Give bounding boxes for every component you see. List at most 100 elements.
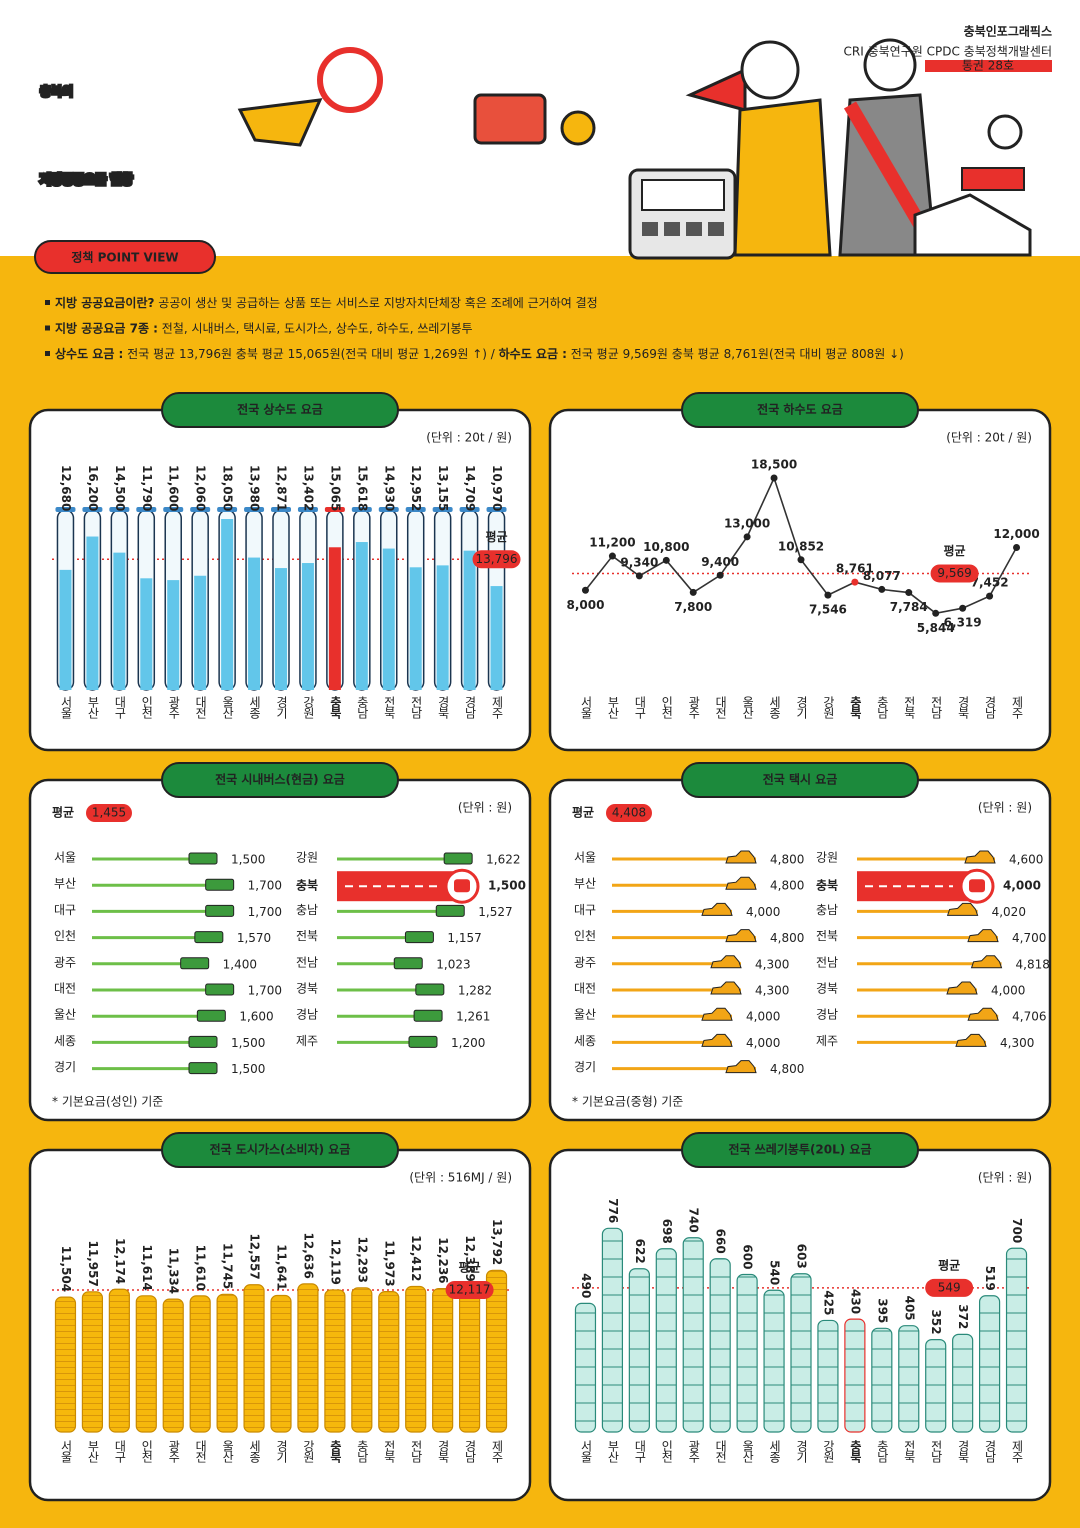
value-label: 12,000 [993, 527, 1039, 541]
bullet [45, 300, 50, 305]
value-label: 519 [983, 1266, 997, 1291]
value-label: 4,300 [755, 957, 789, 971]
tube-cap [82, 507, 103, 512]
value-label: 12,636 [301, 1233, 315, 1279]
category-label: 서울 [54, 851, 76, 865]
value-label: 1,282 [458, 984, 492, 998]
category-label: 인천 [140, 1440, 154, 1463]
bar [216, 1293, 238, 1433]
bar [54, 1296, 77, 1433]
average-pill [472, 550, 521, 569]
panel-title: 전국 하수도 요금 [757, 402, 843, 417]
value-label: 12,871 [275, 465, 289, 511]
average-pill [930, 564, 979, 583]
brand: 충북인포그래픽스 [964, 24, 1052, 39]
tube-cap [55, 507, 76, 512]
bar [898, 1325, 920, 1433]
bar [337, 871, 462, 902]
category-label: 충남 [875, 1440, 889, 1463]
panel-title: 전국 도시가스(소비자) 요금 [210, 1142, 351, 1157]
category-label: 서울 [579, 1440, 593, 1463]
vehicle-icon [710, 955, 742, 969]
category-label: 경북 [956, 696, 970, 719]
category-label: 경기 [275, 1440, 289, 1463]
value-label: 1,700 [248, 879, 282, 893]
point [986, 592, 994, 600]
value-label: 12,680 [59, 465, 73, 511]
category-label: 충북 [816, 878, 838, 893]
value-label: 4,000 [991, 984, 1025, 998]
category-label: 세종 [574, 1034, 596, 1048]
value-label: 16,200 [86, 465, 100, 511]
category-label: 제주 [1010, 1440, 1024, 1463]
point [608, 552, 616, 560]
category-label: 울산 [741, 1440, 755, 1463]
value-label: 1,500 [488, 879, 526, 893]
value-label: 603 [795, 1244, 809, 1269]
category-label: 전남 [816, 955, 838, 969]
tube-cap [324, 507, 345, 512]
bar [682, 1237, 704, 1433]
value-label: 11,790 [140, 465, 154, 511]
bar [978, 1295, 1001, 1433]
bar [108, 1288, 130, 1433]
value-label: 430 [848, 1289, 862, 1314]
vehicle-icon [188, 1062, 218, 1075]
point [932, 609, 940, 617]
value-label: 12,952 [409, 465, 423, 511]
value-label: 1,200 [451, 1036, 485, 1050]
intro-text: 지방 공공요금이란? [55, 295, 154, 310]
bar [355, 542, 368, 690]
category-label: 전북 [816, 929, 838, 943]
tube-cap [271, 507, 291, 512]
value-label: 1,622 [486, 853, 520, 867]
bar [378, 1291, 400, 1433]
category-label: 광주 [167, 1440, 181, 1463]
intro-text: 전철, 시내버스, 택시료, 도시가스, 상수도, 하수도, 쓰레기봉투 [158, 321, 473, 335]
value-label: 8,077 [863, 569, 901, 583]
value-label: 372 [956, 1304, 970, 1329]
category-label: 인천 [660, 1440, 674, 1463]
category-label: 경북 [436, 696, 450, 719]
category-label: 강원 [821, 1440, 835, 1463]
value-label: 4,020 [992, 905, 1026, 919]
point [743, 533, 751, 541]
value-label: 352 [929, 1310, 943, 1335]
vehicle-icon [701, 1007, 733, 1021]
panel-title: 전국 쓰레기봉투(20L) 요금 [728, 1142, 871, 1157]
issue: 통권 28호 [962, 59, 1014, 73]
value-label: 9,400 [701, 555, 739, 569]
vehicle-icon [196, 1009, 226, 1022]
category-label: 전남 [409, 696, 423, 719]
bar [790, 1273, 812, 1433]
intro-text: 하수도 요금 : [499, 346, 567, 361]
bar [189, 1295, 211, 1433]
intro-text: 상수도 요금 : [55, 346, 123, 361]
point [878, 585, 886, 593]
category-label: 인천 [54, 928, 76, 943]
bar [655, 1248, 677, 1433]
bar [736, 1273, 758, 1433]
point [716, 571, 724, 579]
panel-title: 전국 시내버스(현금) 요금 [215, 772, 345, 787]
bar [135, 1295, 157, 1433]
category-label: 충북 [848, 1439, 862, 1464]
category-label: 부산 [54, 877, 76, 891]
point [662, 556, 670, 564]
value-label: 12,557 [248, 1233, 262, 1279]
vehicle-icon [188, 852, 218, 865]
intro-line: 지방 공공요금이란? 공공이 생산 및 공급하는 상품 또는 서비스로 지방자치… [55, 295, 598, 310]
value-label: 1,527 [478, 905, 512, 919]
category-label: 대전 [714, 696, 728, 719]
issue-band [925, 60, 1052, 72]
bar [458, 1286, 481, 1433]
value-label: 8,761 [836, 562, 874, 576]
value-label: 10,800 [643, 540, 689, 554]
bar [194, 575, 207, 690]
value-label: 13,155 [436, 465, 450, 511]
value-label: 11,957 [86, 1241, 100, 1287]
category-label: 대전 [194, 1440, 208, 1463]
category-label: 경기 [574, 1060, 596, 1074]
category-label: 경남 [296, 1008, 318, 1022]
category-label: 충남 [355, 696, 369, 719]
